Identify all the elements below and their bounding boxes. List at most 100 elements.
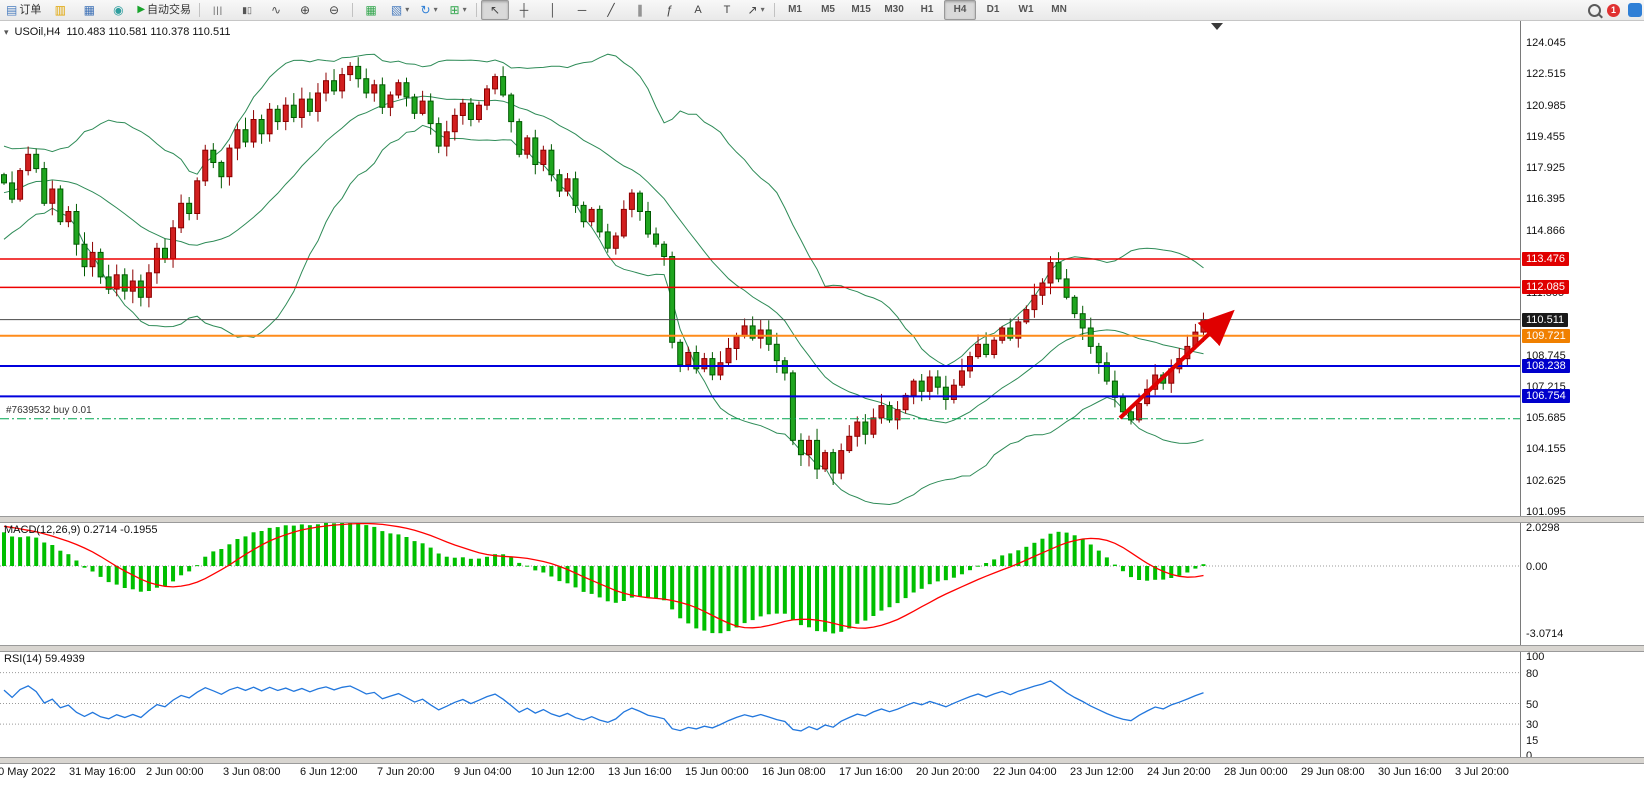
macd-pane[interactable]: MACD(12,26,9) 0.2714 -0.1955 [0,521,1520,645]
community-icon[interactable] [1628,3,1642,17]
timeframe-m5-button[interactable]: M5 [821,4,835,15]
macd-histogram-bar [1024,546,1029,566]
chart-shift-marker-icon[interactable] [1211,23,1223,30]
pane-separator[interactable] [0,516,1644,523]
candle [653,233,660,245]
profiles-button[interactable]: ↻ ▾ [415,0,443,20]
candle [202,149,209,182]
time-axis-label: 3 Jun 08:00 [223,766,281,778]
candle [113,274,120,290]
line-chart-mode-button[interactable]: ∿ [262,0,290,20]
timeframe-m15-button[interactable]: M15 [851,4,871,15]
candle [516,121,523,155]
price-axis-label: 30 [1526,719,1539,732]
macd-histogram-bar [815,566,820,632]
rsi-canvas[interactable] [0,650,1520,757]
macd-histogram-bar [259,531,264,566]
rsi-pane[interactable]: RSI(14) 59.4939 [0,650,1520,757]
price-axis-label: 100 [1526,651,1545,663]
shapes-tool-button[interactable]: ↗ ▾ [742,0,770,20]
toolbar-right: 1 [1588,3,1644,17]
chart-window-button[interactable]: ▥ [46,0,74,20]
macd-histogram-bar [90,566,95,572]
pane-separator[interactable] [0,645,1644,652]
price-chart-canvas[interactable] [0,20,1520,516]
candle [1023,309,1030,323]
time-axis-label: 6 Jun 12:00 [300,766,358,778]
price-pane[interactable]: ▾ USOil,H4 110.483 110.581 110.378 110.5… [0,20,1520,516]
macd-histogram-bar [541,566,546,573]
cursor-tool-button[interactable]: ↖ [481,0,510,20]
candle [580,204,587,223]
web-community-button[interactable]: ◉ [104,0,132,20]
autotrading-button[interactable]: ▶ 自动交易 [133,0,195,20]
tile-windows-button[interactable]: ▦ [357,0,385,20]
label-tool-button[interactable]: T [713,0,741,20]
symbol-caret-icon[interactable]: ▾ [4,26,9,37]
crosshair-tool-button[interactable]: ┼ [510,0,538,20]
timeframe-w1-button[interactable]: W1 [1018,4,1034,15]
macd-canvas[interactable] [0,521,1520,645]
price-axis-label: 104.155 [1526,443,1566,456]
new-chart-button[interactable]: ▧ ▾ [386,0,414,20]
macd-histogram-bar [1129,566,1133,578]
time-axis[interactable]: 30 May 2022 31 May 16:00 2 Jun 00:00 3 Jun … [0,762,1644,782]
timeframe-h4-button[interactable]: H4 [944,0,977,20]
macd-histogram-bar [662,566,667,601]
label-tool-icon: T [723,3,731,16]
candle [612,235,619,249]
indicators-button[interactable]: ⊞ ▾ [444,0,472,20]
timeframe-h1-button[interactable]: H1 [920,4,934,15]
candle [162,247,168,260]
trend-arrow-annotation[interactable] [1118,309,1235,420]
candlestick-mode-button[interactable]: ▮▯ [233,0,261,20]
candle [250,119,257,143]
macd-histogram-bar [203,556,208,566]
text-tool-button[interactable]: A [684,0,712,20]
candle [620,208,627,237]
trendline-tool-button[interactable]: ╱ [597,0,625,20]
macd-histogram-bar [291,525,296,566]
price-axis[interactable]: 124.045 122.515 120.985 119.455 117.925 116.3… [1521,20,1644,762]
notification-badge[interactable]: 1 [1607,3,1620,17]
timeframe-m30-button[interactable]: M30 [884,4,904,15]
price-axis-badge: 110.511 [1522,312,1569,327]
horizontal-line-tool-button[interactable]: ─ [568,0,596,20]
candle [355,65,362,80]
timeframe-d1-button[interactable]: D1 [986,4,1000,15]
zoom-in-icon: ⊕ [300,3,311,17]
candle [926,376,933,392]
candle [403,82,410,98]
candle [1136,403,1143,421]
candle [427,100,434,125]
tile-windows-icon: ▦ [365,3,377,17]
fibonacci-tool-button[interactable]: ƒ [655,0,683,20]
macd-histogram-bar [1056,531,1061,566]
vertical-line-tool-button[interactable]: │ [539,0,567,20]
time-axis-label: 17 Jun 16:00 [839,766,903,778]
macd-histogram-bar [372,526,377,566]
timeframe-m1-button[interactable]: M1 [788,4,802,15]
market-watch-button[interactable]: ▦ [75,0,103,20]
channel-tool-button[interactable]: ∥ [626,0,654,20]
macd-histogram-bar [903,566,908,599]
candle [33,153,40,170]
zoom-out-button[interactable]: ⊖ [320,0,348,20]
bar-chart-mode-button[interactable]: ||| [204,0,232,20]
macd-histogram-bar [968,566,972,571]
horizontal-line-icon: ─ [577,3,587,17]
chart-ohlc-values: 110.483 110.581 110.378 110.511 [66,26,231,38]
time-axis-label: 29 Jun 08:00 [1301,766,1365,778]
macd-histogram-bar [283,525,288,566]
price-axis-label: 124.045 [1526,36,1566,49]
pane-separator[interactable] [0,757,1644,764]
time-axis-label: 30 May 2022 [0,766,56,778]
macd-histogram-bar [992,559,997,566]
search-icon[interactable] [1588,3,1601,17]
timeframe-mn-button[interactable]: MN [1051,4,1067,15]
new-order-button[interactable]: ▤ 订单 [2,0,45,20]
candle [975,343,982,358]
time-axis-label: 31 May 16:00 [69,766,136,778]
candle [170,227,177,260]
zoom-in-button[interactable]: ⊕ [291,0,319,20]
